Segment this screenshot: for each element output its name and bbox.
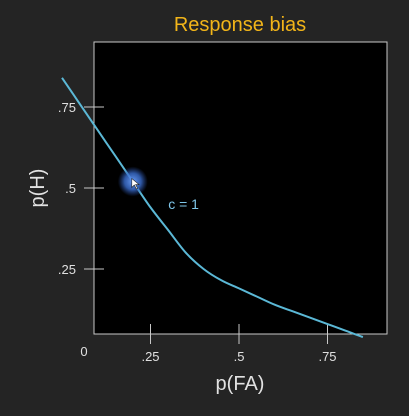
x-tick-label: .75 [318,349,336,364]
y-tick-label: .25 [58,262,76,277]
series-line [61,77,364,338]
criterion-label: c = 1 [168,196,199,212]
x-tick-label: 0 [80,344,87,359]
cursor-icon [131,177,140,190]
x-axis-label: p(FA) [216,373,265,395]
y-tick-label: .75 [58,100,76,115]
y-axis-label: p(H) [27,169,49,208]
x-tick-label: .5 [234,349,245,364]
y-tick-label: .5 [65,181,76,196]
chart-title: Response bias [174,14,306,36]
x-tick-label: .25 [141,349,159,364]
